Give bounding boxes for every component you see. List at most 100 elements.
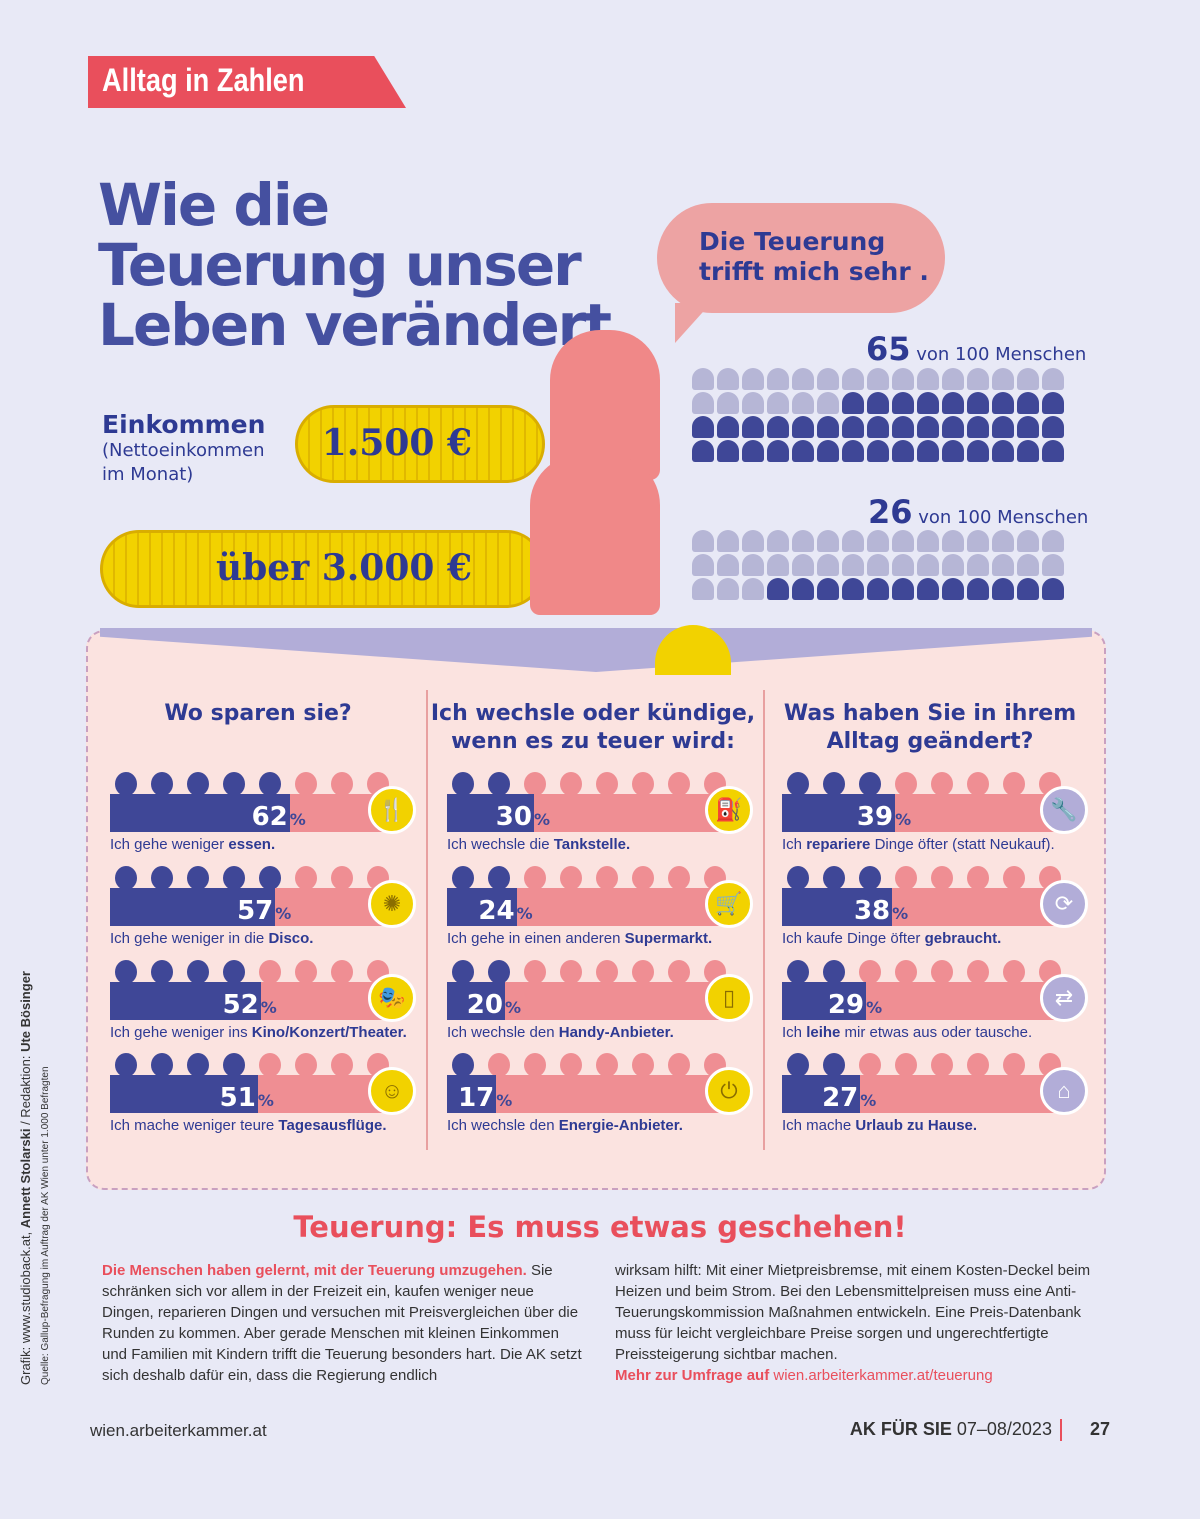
person-icon [867,578,889,600]
person-head [187,1053,209,1077]
person-head [931,960,953,984]
person-icon [1042,530,1064,552]
person-icon [842,440,864,462]
person-head [967,1053,989,1077]
percent-value: 17% [458,1083,513,1113]
person-head [524,866,546,890]
person-icon [917,530,939,552]
person-icon [867,440,889,462]
person-head [931,772,953,796]
person-head [632,866,654,890]
person-head [295,772,317,796]
person-icon [992,578,1014,600]
person-icon [1042,368,1064,390]
person-icon [742,554,764,576]
person-icon [817,416,839,438]
bar-track [110,794,400,832]
person-head [259,960,281,984]
person-icon [717,440,739,462]
article-heading: Teuerung: Es muss etwas geschehen! [293,1210,907,1244]
bar-track [110,888,400,926]
person-icon [967,578,989,600]
person-icon [717,530,739,552]
person-icon [692,368,714,390]
person-icon [967,368,989,390]
person-head [452,960,474,984]
person-head [931,866,953,890]
person-head [668,1053,690,1077]
person-icon [892,578,914,600]
person-icon [692,530,714,552]
person-head [859,1053,881,1077]
person-icon [1017,416,1039,438]
person-icon [1042,392,1064,414]
power-plug-icon: ⏻ [705,1067,753,1115]
survey-row: 52% Ich gehe weniger ins Kino/Konzert/Th… [110,960,420,1046]
person-head [1003,960,1025,984]
survey-row: 39% Ich repariere Dinge öfter (statt Neu… [782,772,1092,858]
person-icon [1017,578,1039,600]
person-icon [692,392,714,414]
person-icon [1017,368,1039,390]
person-head [151,1053,173,1077]
person-icon [767,530,789,552]
bar-track [447,888,737,926]
person-head [859,960,881,984]
person-head [223,866,245,890]
person-icon [817,392,839,414]
row-label: Ich mache weniger teure Tagesausflüge. [110,1117,387,1134]
bar-track [782,1075,1072,1113]
person-icon [792,530,814,552]
person-head [560,866,582,890]
bar-track [782,982,1072,1020]
survey-row: 20% Ich wechsle den Handy-Anbieter. ▯ [447,960,757,1046]
person-head [295,866,317,890]
bar-track [110,982,400,1020]
col-title-save: Wo sparen sie? [164,701,352,726]
percent-value: 38% [853,896,909,926]
bar-fill [110,1075,258,1113]
crowd-low [692,368,1064,462]
col-title-switch: Ich wechsle oder kündige, wenn es zu teu… [430,701,756,754]
speech-bubble: Die Teuerung trifft mich sehr . [657,203,945,343]
person-head [187,960,209,984]
person-head [596,960,618,984]
bar-track [447,1075,737,1113]
person-head [115,1053,137,1077]
person-head [524,772,546,796]
person-head [823,866,845,890]
person-head [967,866,989,890]
theater-stage-icon: 🎭 [368,974,416,1022]
person-icon [892,392,914,414]
person-icon [817,440,839,462]
person-icon [942,416,964,438]
person-icon [917,440,939,462]
survey-link[interactable]: wien.arbeiterkammer.at/teuerung [773,1367,993,1384]
row-label: Ich kaufe Dinge öfter gebraucht. [782,930,1002,947]
person-icon [817,530,839,552]
person-icon [842,416,864,438]
percent-value: 20% [466,990,521,1020]
person-head [560,772,582,796]
person-head [967,772,989,796]
person-icon [1042,416,1064,438]
person-icon [1017,554,1039,576]
row-label: Ich gehe in einen anderen Supermarkt. [447,930,713,947]
person-icon [967,392,989,414]
row-label: Ich gehe weniger ins Kino/Konzert/Theate… [110,1024,407,1041]
row-label: Ich wechsle den Energie-Anbieter. [447,1117,683,1134]
survey-row: 17% Ich wechsle den Energie-Anbieter. ⏻ [447,1053,757,1139]
source: Quelle: Gallup-Befragung im Auftrag der … [40,1066,51,1385]
person-icon [917,368,939,390]
bar-fill [110,982,261,1020]
page-title: Wie die Teuerung unser Leben verändert [98,171,612,359]
person-head [259,772,281,796]
person-icon [992,392,1014,414]
person-head [787,1053,809,1077]
person-head [967,960,989,984]
person-icon [942,530,964,552]
count-low: 65 von 100 Menschen [866,330,1087,368]
survey-row: 38% Ich kaufe Dinge öfter gebraucht. ⟳ [782,866,1092,952]
survey-row: 62% Ich gehe weniger essen. 🍴 [110,772,420,858]
person-icon [792,440,814,462]
